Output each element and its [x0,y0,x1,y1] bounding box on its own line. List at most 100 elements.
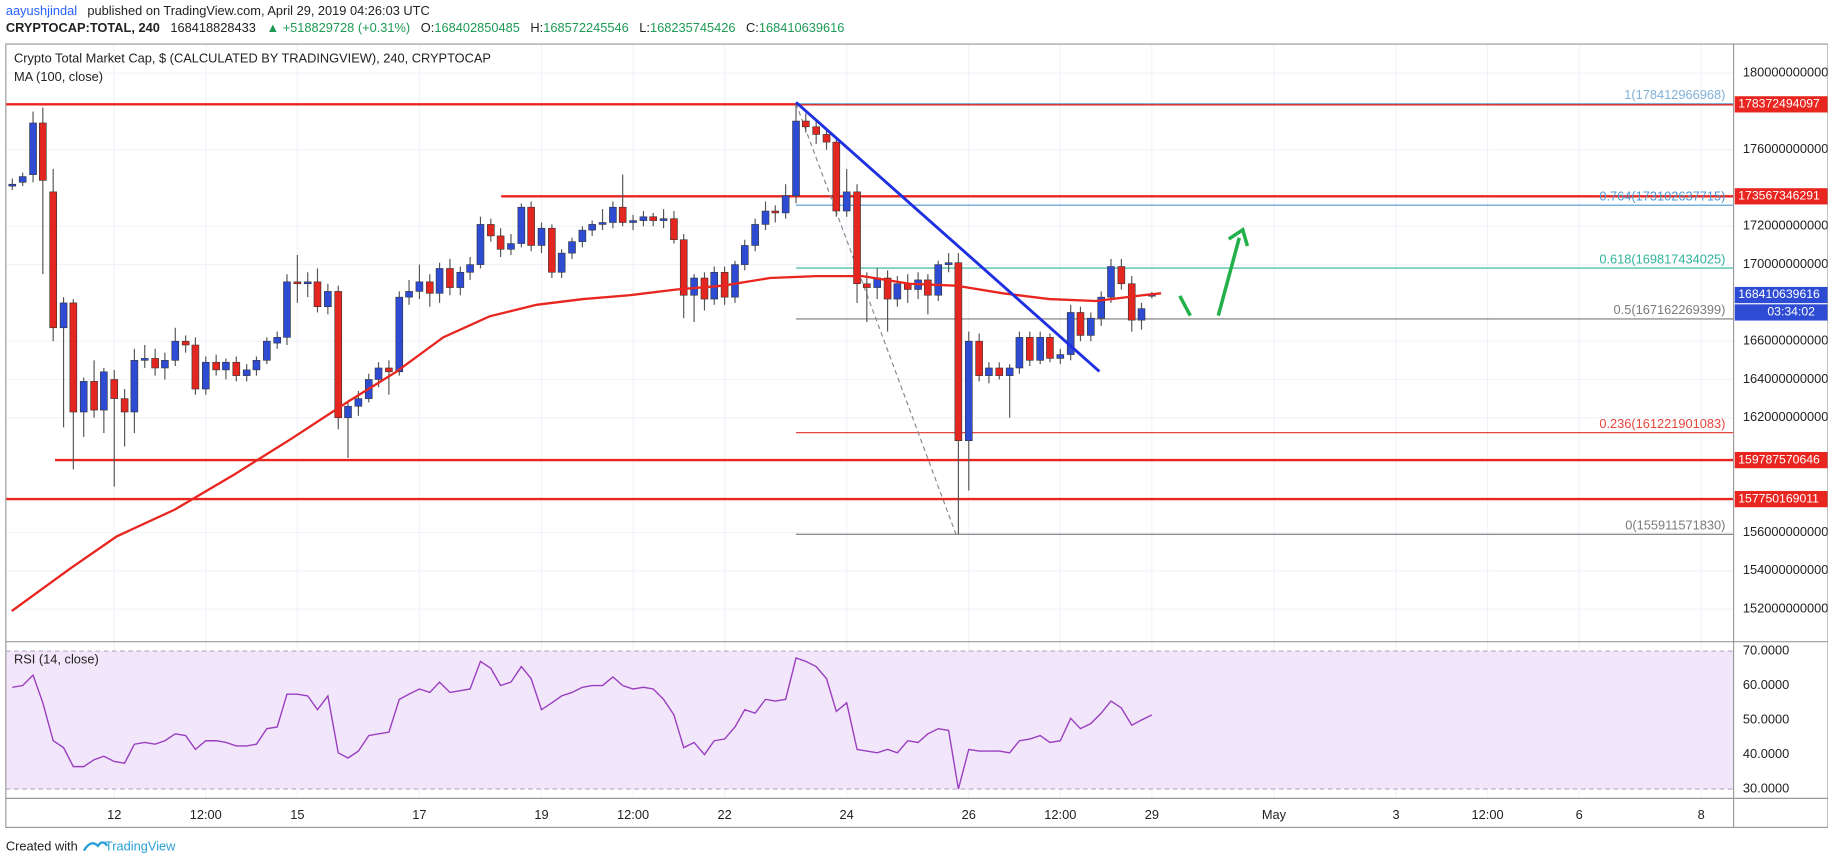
rsi-line [12,657,1153,790]
candle-body [181,340,190,346]
candle-body [1046,337,1054,359]
ma-legend: MA (100, close) [14,69,103,84]
candle-body [446,268,454,288]
rsi-band [5,651,1734,790]
candle-body [496,235,505,250]
x-tick-label: 3 [1392,807,1399,822]
x-tick-label: 22 [717,807,731,822]
candle-body [964,340,973,442]
candle-body [618,206,627,223]
level-label-box [1734,188,1828,205]
candle-body [161,360,169,369]
y-tick-label: 152000000000 [1743,601,1828,616]
candle-body [954,262,963,442]
candle-body [1097,296,1106,319]
level-label: 157750169011 [1738,491,1819,505]
candle-body [140,358,149,361]
candle-body [537,227,546,246]
level-label-box [1734,451,1828,469]
candle-body [781,195,790,214]
candle-body [456,271,465,288]
candle-body [517,206,526,244]
candle-body [812,126,820,135]
candle-body [1005,367,1014,376]
candle-body [49,191,57,329]
footer-text: Created with [6,839,78,854]
candle-body [670,218,678,241]
ohlc-label: L: [639,20,650,35]
candle-body [893,283,902,300]
ohlc-value: 168235745426 [650,20,736,35]
candle-body [740,245,749,265]
author: aayushjindal [6,3,77,18]
candle-body [415,281,424,292]
candle-body [191,344,200,390]
candle-body [283,281,291,338]
candle-body [120,398,129,413]
fib-level-label: 0.5(167162269399) [1614,302,1726,317]
candle-body [252,360,261,371]
price-label-box [1734,286,1828,304]
change: ▲ +518829728 (+0.31%) [266,20,410,35]
candle-body [344,405,352,419]
y-tick-label: 172000000000 [1743,218,1828,233]
x-tick-label: 15 [290,807,304,822]
candle-body [69,302,78,413]
rsi-tick-label: 50.0000 [1743,711,1789,726]
candle-body [985,367,993,376]
x-tick-label: 12:00 [1044,807,1076,822]
ohlc-value: 168402850485 [434,20,520,35]
candle-body [924,279,932,296]
rsi-tick-label: 40.0000 [1743,746,1789,761]
candle-body [171,340,180,361]
x-tick-label: 12:00 [190,807,222,822]
candle-body [629,220,637,223]
candle-body [832,141,841,212]
x-tick-label: 26 [962,807,976,822]
candle-body [405,291,413,298]
ohlc-label: C: [746,20,759,35]
level-label-box [1734,490,1828,508]
symbol: CRYPTOCAP:TOTAL, 240 [6,20,160,35]
candle-body [466,264,474,273]
candle-body [100,371,108,411]
chart-title: Crypto Total Market Cap, $ (CALCULATED B… [14,51,491,66]
fib-level-label: 1(178412966968) [1624,87,1725,102]
candle-body [385,367,393,373]
level-label: 173567346291 [1738,189,1820,203]
candle-body [568,241,576,254]
candle-body [476,224,485,265]
arrow-head [1227,226,1250,247]
candle-body [731,264,739,298]
candle-body [1087,317,1095,336]
y-tick-label: 166000000000 [1743,333,1828,348]
candle-body [8,183,17,187]
x-tick-label: 24 [840,807,854,822]
candle-body [18,176,27,183]
x-tick-label: 12 [107,807,121,822]
candle-body [354,398,363,407]
candle-body [609,206,617,223]
candle-body [802,120,810,128]
rsi-tick-label: 60.0000 [1743,677,1789,692]
candle-body [557,252,566,273]
forecast-arrows [1178,226,1250,317]
candle-body [374,367,383,380]
last: 168418828433 [170,20,256,35]
candle-body [324,291,332,308]
candle-body [853,191,861,285]
rsi-legend: RSI (14, close) [14,652,99,667]
y-tick-label: 156000000000 [1743,524,1828,539]
ohlc-value: 168572245546 [543,20,629,35]
x-tick-label: 8 [1698,807,1705,822]
axis-layer: 12 12:00 15 17 19 12:00 22 24 26 12:00 29 May 3 12:00… [107,65,1828,822]
fib-level-label: 0.236(161221901083) [1599,416,1725,431]
x-tick-label: 29 [1145,807,1159,822]
trendline [795,101,1101,373]
candle-body [130,360,139,413]
candle-body [293,281,302,285]
price-axis [1733,44,1828,828]
candle-body [1127,283,1136,321]
candle-body [1117,266,1126,285]
fib-level-label: 0(155911571830) [1625,518,1725,533]
